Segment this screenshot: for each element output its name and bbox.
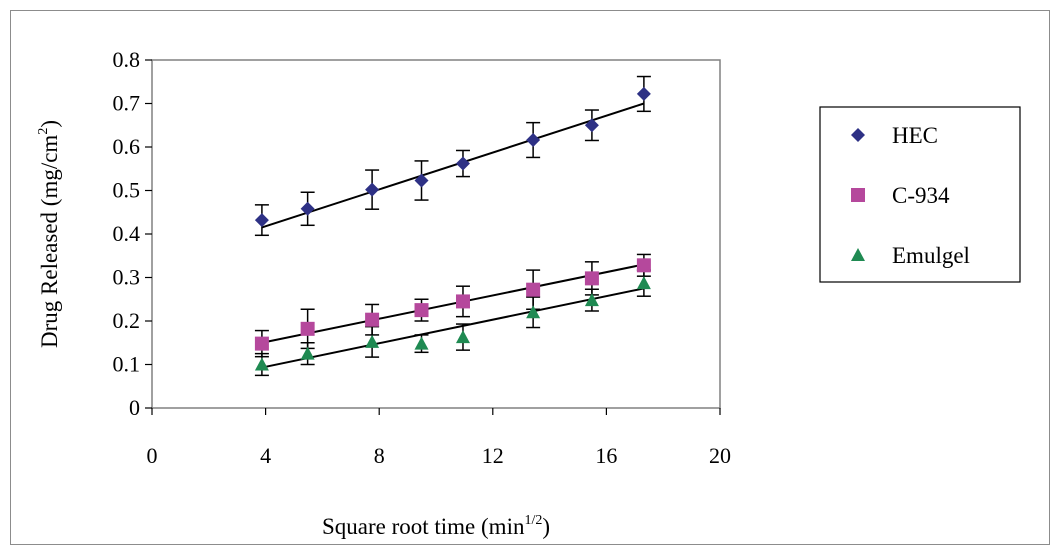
c934-data-point [455, 294, 470, 309]
y-tick-label: 0.5 [113, 178, 141, 203]
legend-item-hec: HEC [851, 123, 938, 148]
y-tick-label: 0.4 [113, 221, 141, 246]
x-tick-label: 8 [374, 443, 385, 468]
emulgel-data-point [254, 357, 269, 371]
legend-marker [851, 248, 865, 261]
hec-data-point [300, 201, 315, 216]
y-axis-title: Drug Released (mg/cm2) [36, 120, 62, 348]
x-tick-label: 0 [147, 443, 158, 468]
c934-data-point [526, 282, 541, 297]
y-axis-ticks: 0 0.1 0.2 0.3 0.4 0.5 0.6 0.7 0.8 [113, 47, 152, 420]
x-tick-label: 20 [709, 443, 731, 468]
hec-data-point [636, 86, 651, 101]
data-points [254, 86, 651, 371]
x-tick-label: 4 [260, 443, 271, 468]
hec-data-point [526, 133, 541, 148]
emulgel-data-point [365, 334, 380, 348]
trendlines [261, 102, 645, 369]
x-axis-title: Square root time (min1/2) [322, 513, 550, 539]
emulgel-data-point [526, 305, 541, 319]
legend-label: HEC [892, 123, 938, 148]
legend-marker [851, 188, 865, 202]
legend-item-emulgel: Emulgel [851, 243, 970, 268]
y-tick-label: 0.8 [113, 47, 141, 72]
emulgel-data-point [455, 330, 470, 344]
legend-item-c-934: C-934 [851, 183, 950, 208]
c934-data-point [636, 258, 651, 273]
legend-marker [851, 128, 865, 142]
c934-data-point [254, 336, 269, 351]
hec-data-point [254, 213, 269, 228]
y-tick-label: 0.1 [113, 352, 141, 377]
hec-data-point [455, 156, 470, 171]
c934-data-point [300, 321, 315, 336]
trendline [261, 102, 645, 229]
legend: HEC C-934 Emulgel [819, 106, 1021, 283]
legend-label: Emulgel [892, 243, 970, 268]
x-axis-ticks: 0 4 8 12 16 20 [147, 408, 731, 468]
plot-area [151, 59, 721, 409]
x-tick-label: 16 [595, 443, 617, 468]
emulgel-data-point [414, 336, 429, 350]
trendline [261, 287, 645, 369]
emulgel-data-point [584, 293, 599, 307]
y-tick-label: 0.2 [113, 308, 141, 333]
trendline [261, 263, 645, 344]
chart-frame [10, 10, 1050, 545]
emulgel-data-point [300, 346, 315, 360]
emulgel-data-point [636, 276, 651, 290]
x-tick-label: 12 [482, 443, 504, 468]
y-tick-label: 0.6 [113, 134, 141, 159]
c934-data-point [365, 312, 380, 327]
hec-data-point [584, 118, 599, 133]
y-tick-label: 0.7 [113, 91, 141, 116]
hec-data-point [365, 182, 380, 197]
c934-data-point [414, 303, 429, 318]
y-tick-label: 0 [129, 395, 140, 420]
hec-data-point [414, 173, 429, 188]
y-tick-label: 0.3 [113, 265, 141, 290]
legend-label: C-934 [892, 183, 950, 208]
c934-data-point [584, 271, 599, 286]
